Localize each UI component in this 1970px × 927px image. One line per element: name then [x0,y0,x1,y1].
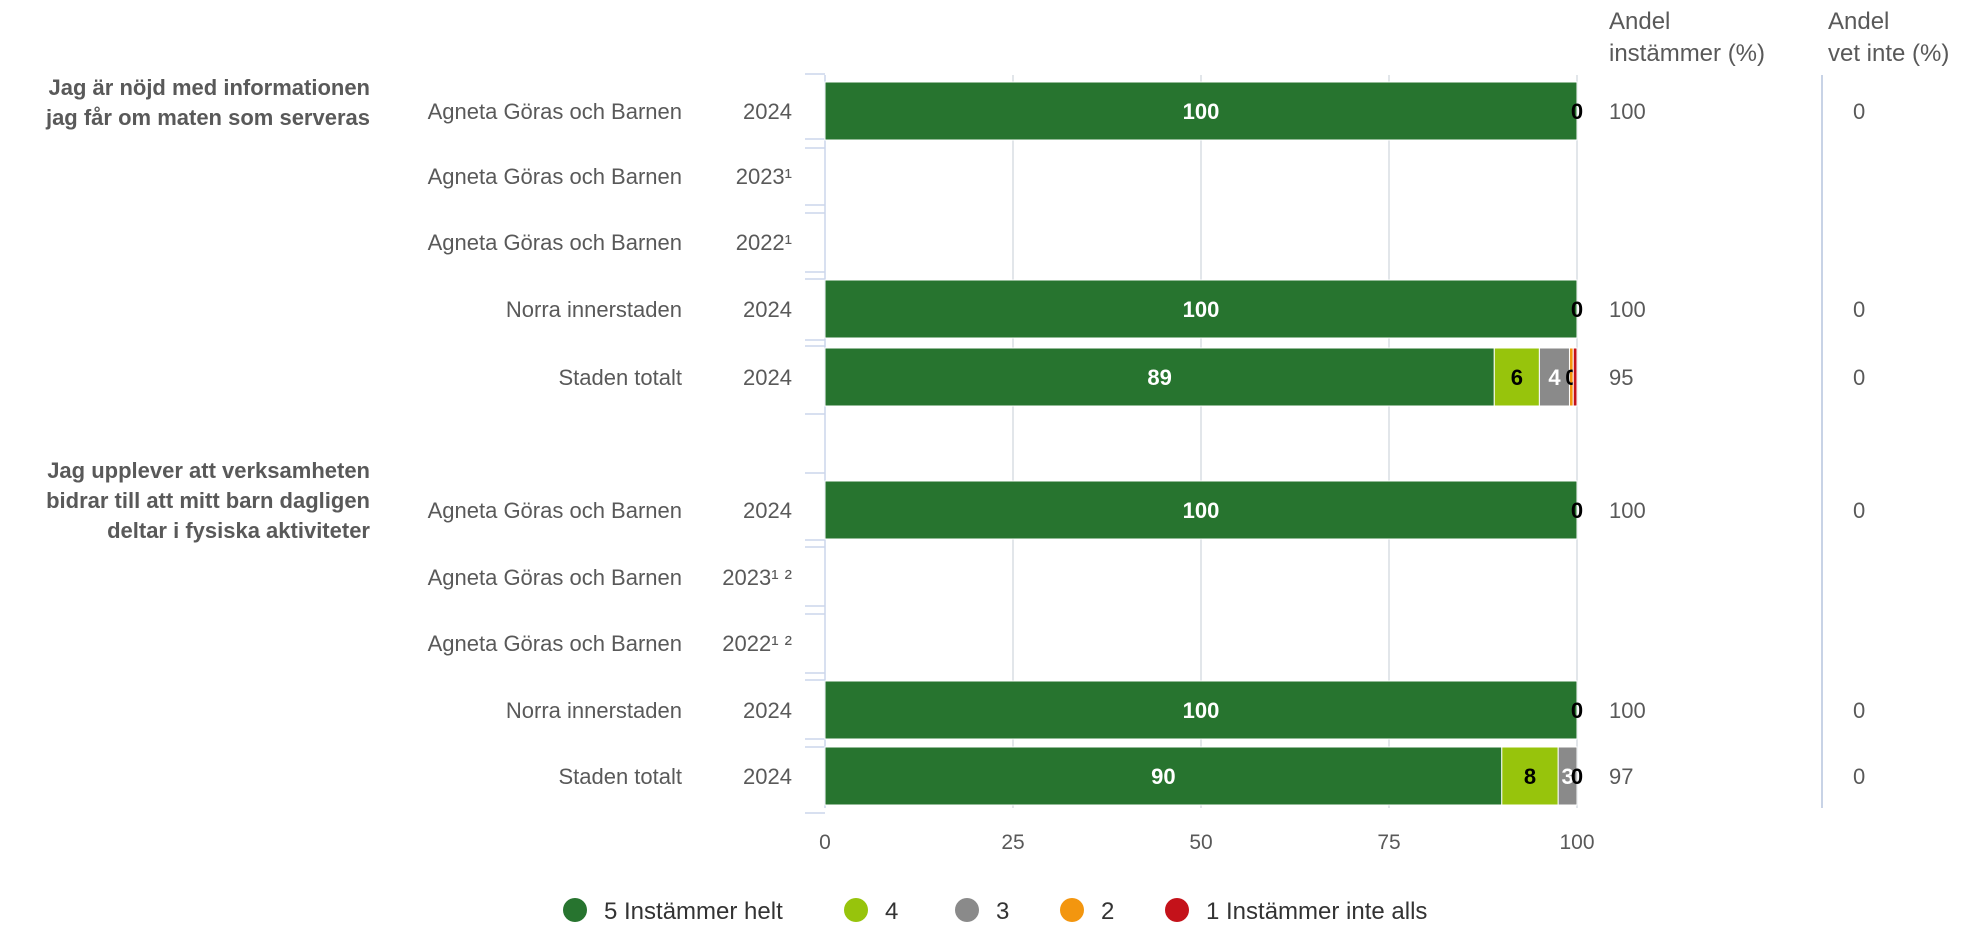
row-year-label: 2023¹ [736,164,792,189]
row-label: Agneta Göras och Barnen [428,498,682,523]
legend-marker [563,898,587,922]
legend-label: 3 [996,898,1009,925]
legend-marker [955,898,979,922]
bar-data-label: 3 [1561,764,1573,789]
bar-data-label: 0 [1571,764,1583,789]
bar-data-label: 89 [1147,365,1171,390]
legend-marker [1060,898,1084,922]
row-label: Agneta Göras och Barnen [428,164,682,189]
question-label: bidrar till att mitt barn dagligen [46,488,370,513]
agree-value: 100 [1609,698,1646,723]
bar-data-label: 0 [1571,698,1583,723]
x-tick-label: 0 [819,831,831,854]
dontknow-column-header: Andel [1828,8,1889,35]
agree-value: 100 [1609,498,1646,523]
bar-segment [824,746,1503,806]
agree-column-header: instämmer (%) [1609,40,1765,67]
x-tick-label: 100 [1559,831,1594,854]
bar-segment [1493,347,1540,407]
question-label: Jag är nöjd med informationen [49,75,370,100]
bar-data-label: 0 [1571,297,1583,322]
bar-segment [1557,746,1578,806]
bar-segment [824,347,1495,407]
legend-label: 1 Instämmer inte alls [1206,898,1427,925]
dontknow-value: 0 [1853,365,1865,390]
bar-data-label: 0 [1571,498,1583,523]
agree-value: 100 [1609,297,1646,322]
dontknow-value: 0 [1853,99,1865,124]
bar-data-label: 100 [1183,498,1220,523]
row-label: Agneta Göras och Barnen [428,565,682,590]
dontknow-value: 0 [1853,297,1865,322]
bar-data-label: 100 [1183,99,1220,124]
row-year-label: 2024 [743,498,792,523]
legend-label: 4 [885,898,898,925]
x-tick-label: 50 [1189,831,1212,854]
dontknow-value: 0 [1853,698,1865,723]
row-label: Norra innerstaden [506,297,682,322]
row-label: Agneta Göras och Barnen [428,631,682,656]
question-label: deltar i fysiska aktiviteter [107,518,370,543]
question-label: Jag upplever att verksamheten [47,458,370,483]
row-label: Norra innerstaden [506,698,682,723]
bar-segment [824,81,1578,141]
row-label: Agneta Göras och Barnen [428,230,682,255]
bar-data-label: 6 [1511,365,1523,390]
bar-segment [1501,746,1559,806]
row-year-label: 2022¹ ² [722,631,792,656]
legend-label: 2 [1101,898,1114,925]
row-label: Staden totalt [558,764,682,789]
bar-segment [824,680,1578,740]
row-year-label: 2022¹ [736,230,792,255]
row-year-label: 2024 [743,698,792,723]
row-label: Staden totalt [558,365,682,390]
row-year-label: 2024 [743,764,792,789]
bar-segment [1572,347,1578,407]
bar-segment [824,480,1578,540]
row-year-label: 2023¹ ² [722,565,792,590]
bar-segment [824,279,1578,339]
bar-data-label: 4 [1548,365,1561,390]
dontknow-column-header: vet inte (%) [1828,40,1949,67]
bar-data-label: 90 [1151,764,1175,789]
bar-data-label: 8 [1524,764,1536,789]
bar-data-label: 100 [1183,698,1220,723]
row-label: Agneta Göras och Barnen [428,99,682,124]
dontknow-value: 0 [1853,498,1865,523]
row-year-label: 2024 [743,99,792,124]
legend-label: 5 Instämmer helt [604,898,783,925]
agree-value: 100 [1609,99,1646,124]
row-year-label: 2024 [743,365,792,390]
row-year-label: 2024 [743,297,792,322]
x-tick-label: 75 [1377,831,1400,854]
agree-value: 95 [1609,365,1633,390]
question-label: jag får om maten som serveras [45,105,370,130]
bar-data-label: 100 [1183,297,1220,322]
legend-marker [844,898,868,922]
bar-data-label: 0 [1571,99,1583,124]
legend-marker [1165,898,1189,922]
x-tick-label: 25 [1001,831,1024,854]
agree-column-header: Andel [1609,8,1670,35]
dontknow-value: 0 [1853,764,1865,789]
agree-value: 97 [1609,764,1633,789]
